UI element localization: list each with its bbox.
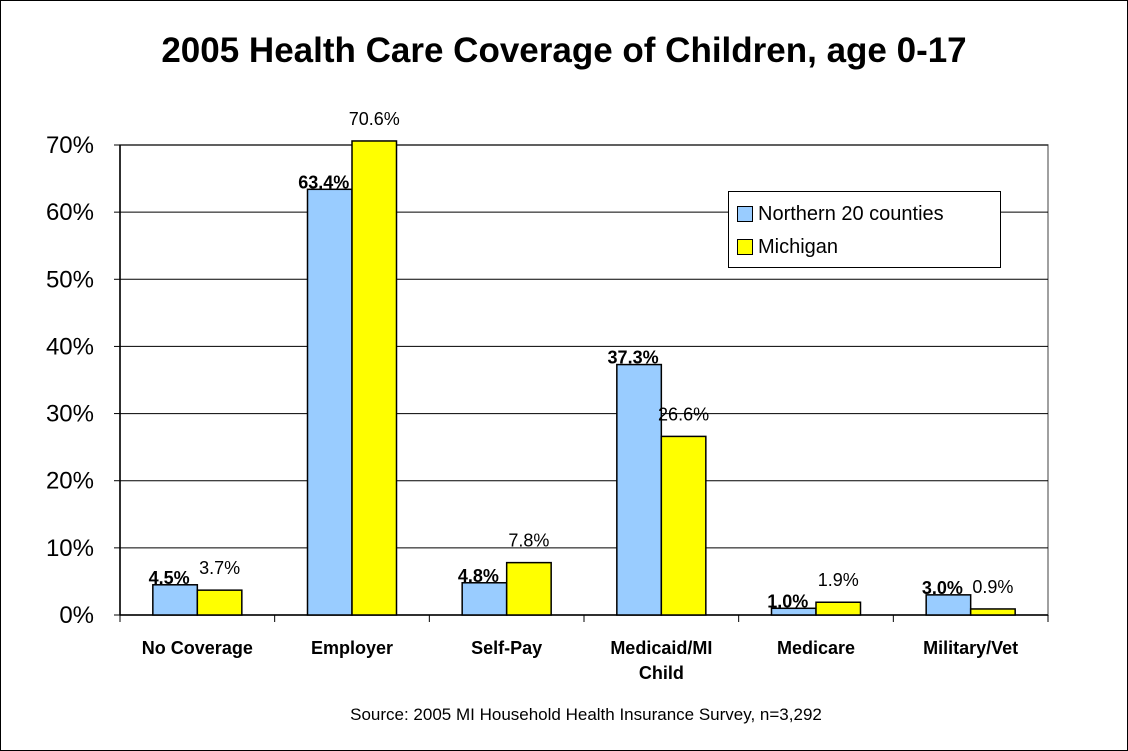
bar-michigan (351, 140, 398, 616)
bar-northern (152, 584, 199, 616)
bar-michigan (660, 435, 707, 616)
x-tick-label: Child (639, 663, 684, 683)
bar-michigan (196, 589, 243, 616)
y-tick-label: 20% (46, 468, 94, 495)
data-label: 3.0% (922, 578, 963, 598)
y-tick-label: 70% (46, 132, 94, 159)
y-tick-label: 50% (46, 266, 94, 293)
x-tick-label: Self-Pay (471, 638, 542, 658)
data-label: 70.6% (349, 109, 400, 129)
data-label: 1.9% (818, 570, 859, 590)
legend-swatch-michigan (737, 239, 753, 255)
y-tick-label: 30% (46, 401, 94, 428)
data-label: 37.3% (608, 348, 659, 368)
x-tick-label: Medicaid/MI (610, 638, 712, 658)
data-label: 4.8% (458, 566, 499, 586)
chart-title: 2005 Health Care Coverage of Children, a… (161, 31, 967, 70)
bar-northern (461, 582, 508, 616)
y-tick-label: 40% (46, 333, 94, 360)
legend: Northern 20 counties Michigan (728, 191, 1001, 268)
legend-label-northern: Northern 20 counties (758, 202, 944, 225)
data-label: 26.6% (658, 404, 709, 424)
x-tick-label: No Coverage (142, 638, 253, 658)
legend-item-northern: Northern 20 counties (737, 199, 944, 229)
legend-label-michigan: Michigan (758, 235, 839, 258)
x-tick-label: Medicare (777, 638, 855, 658)
bar-northern (616, 363, 663, 616)
bar-michigan (505, 561, 552, 616)
bar-northern (306, 188, 353, 616)
data-label: 63.4% (298, 172, 349, 192)
data-label: 0.9% (972, 577, 1013, 597)
data-label: 3.7% (199, 558, 240, 578)
x-tick-label: Military/Vet (923, 638, 1018, 658)
bar-michigan (815, 601, 862, 616)
y-tick-label: 10% (46, 535, 94, 562)
data-label: 1.0% (767, 591, 808, 611)
data-label: 4.5% (149, 568, 190, 588)
x-tick-label: Employer (311, 638, 393, 658)
bar-northern (925, 594, 972, 616)
legend-swatch-northern (737, 206, 753, 222)
bar-michigan (969, 608, 1016, 616)
y-tick-label: 60% (46, 199, 94, 226)
legend-item-michigan: Michigan (737, 232, 838, 262)
y-tick-label: 0% (59, 602, 94, 629)
source-note: Source: 2005 MI Household Health Insuran… (350, 705, 822, 724)
data-label: 7.8% (508, 531, 549, 551)
